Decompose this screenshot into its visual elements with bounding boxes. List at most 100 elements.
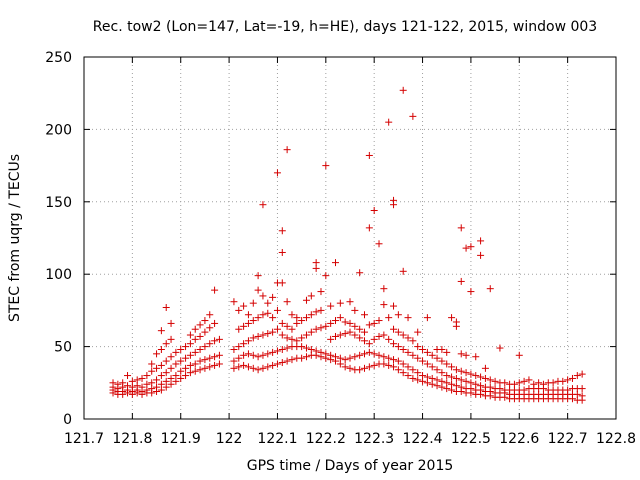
data-point: [486, 376, 494, 384]
data-point: [182, 372, 190, 380]
data-point: [394, 343, 402, 351]
data-point: [443, 360, 451, 368]
data-point: [133, 376, 141, 384]
data-point: [138, 383, 146, 391]
data-point: [481, 374, 489, 382]
data-point: [365, 321, 373, 329]
data-point: [375, 332, 383, 340]
data-point: [530, 380, 538, 388]
data-point: [578, 385, 586, 393]
data-point: [491, 377, 499, 385]
data-point: [467, 288, 475, 296]
data-point: [481, 364, 489, 372]
data-point: [336, 331, 344, 339]
data-point: [249, 351, 257, 359]
data-point: [317, 324, 325, 332]
x-tick-label: 121.9: [161, 431, 201, 447]
data-point: [390, 325, 398, 333]
data-point: [206, 363, 214, 371]
data-point: [375, 351, 383, 359]
x-tick-label: 122.3: [354, 431, 394, 447]
data-point: [196, 345, 204, 353]
data-point: [385, 314, 393, 322]
data-point: [186, 361, 194, 369]
data-point: [438, 357, 446, 365]
data-point: [462, 369, 470, 377]
x-tick-label: 122.1: [257, 431, 297, 447]
y-tick-label: 0: [63, 412, 72, 428]
data-point: [235, 306, 243, 314]
data-point: [264, 363, 272, 371]
data-point: [457, 383, 465, 391]
data-point: [254, 314, 262, 322]
data-point: [399, 267, 407, 275]
data-point: [467, 243, 475, 251]
data-point: [196, 332, 204, 340]
data-point: [394, 311, 402, 319]
data-point: [457, 277, 465, 285]
data-point: [128, 377, 136, 385]
data-point: [186, 331, 194, 339]
data-point: [331, 332, 339, 340]
data-point: [259, 364, 267, 372]
data-point: [361, 311, 369, 319]
data-point: [264, 309, 272, 317]
data-point: [109, 379, 117, 387]
data-point: [186, 369, 194, 377]
data-point: [307, 345, 315, 353]
data-point: [177, 345, 185, 353]
data-point: [230, 345, 238, 353]
data-point: [206, 354, 214, 362]
data-point: [196, 357, 204, 365]
y-tick-labels: 0 50 100 150 200 250: [45, 50, 72, 428]
data-point: [578, 392, 586, 400]
data-point: [457, 350, 465, 358]
data-point: [520, 377, 528, 385]
y-tick-label: 250: [45, 50, 72, 66]
data-point: [346, 328, 354, 336]
data-point: [201, 328, 209, 336]
x-tick-labels: 121.7 121.8 121.9 122 122.1 122.2 122.3 122.4 12…: [64, 431, 636, 447]
data-point: [578, 370, 586, 378]
grid: [84, 57, 616, 419]
data-point: [244, 319, 252, 327]
data-point: [399, 360, 407, 368]
data-point: [215, 335, 223, 343]
data-point: [244, 311, 252, 319]
data-points: [109, 86, 586, 404]
data-point: [288, 325, 296, 333]
data-point: [515, 351, 523, 359]
data-point: [327, 319, 335, 327]
data-point: [124, 382, 132, 390]
x-tick-label: 122.2: [306, 431, 346, 447]
data-point: [191, 360, 199, 368]
data-point: [153, 364, 161, 372]
data-point: [380, 353, 388, 361]
data-point: [331, 317, 339, 325]
axis-ticks: [83, 56, 617, 420]
data-point: [370, 206, 378, 214]
data-point: [249, 299, 257, 307]
data-point: [206, 311, 214, 319]
data-point: [302, 353, 310, 361]
data-point: [240, 361, 248, 369]
data-point: [172, 348, 180, 356]
data-point: [370, 319, 378, 327]
y-tick-label: 200: [45, 122, 72, 138]
data-point: [148, 360, 156, 368]
data-point: [341, 318, 349, 326]
data-point: [390, 340, 398, 348]
data-point: [370, 361, 378, 369]
data-point: [240, 340, 248, 348]
data-point: [211, 286, 219, 294]
data-point: [414, 343, 422, 351]
data-point: [380, 285, 388, 293]
data-point: [302, 331, 310, 339]
data-point: [346, 364, 354, 372]
data-point: [172, 360, 180, 368]
data-point: [191, 325, 199, 333]
data-point: [346, 298, 354, 306]
data-point: [259, 351, 267, 359]
data-point: [370, 350, 378, 358]
